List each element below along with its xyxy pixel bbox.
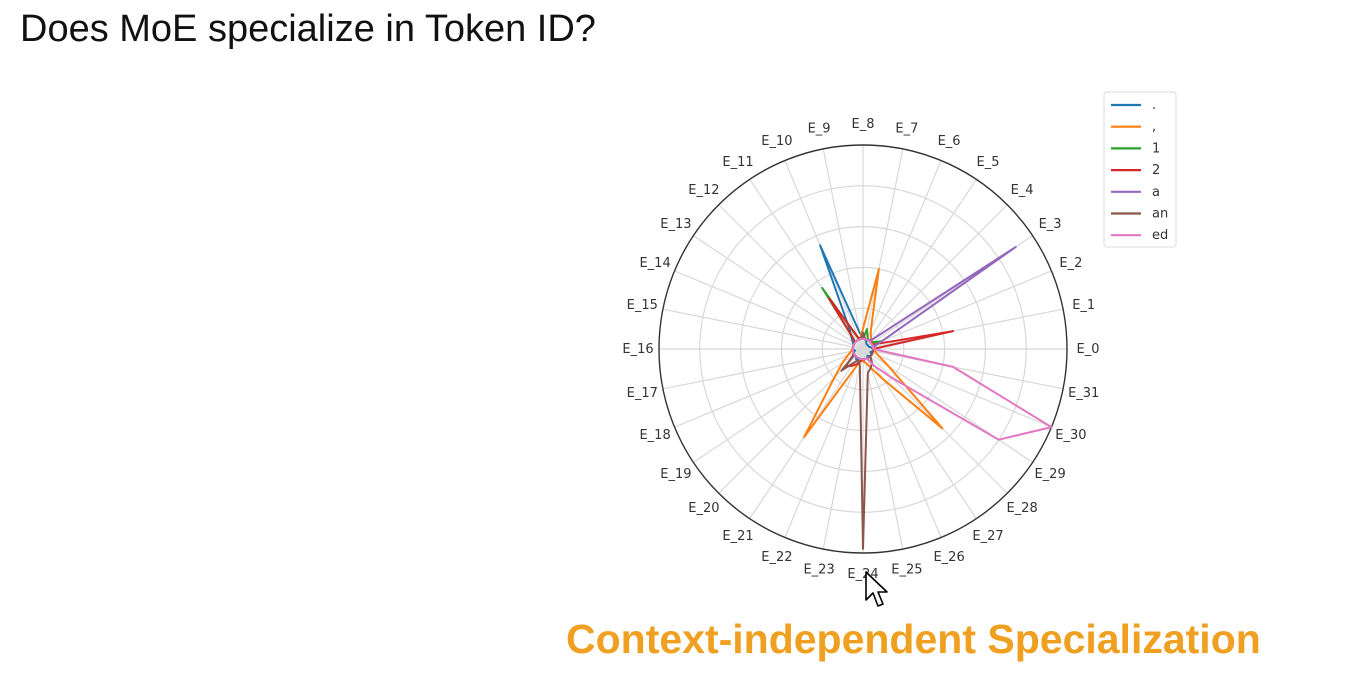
tick-label: E_3 — [1039, 217, 1062, 232]
series-6 — [851, 337, 1053, 441]
legend-label: 1 — [1152, 141, 1160, 156]
tick-label: E_25 — [891, 563, 922, 578]
tick-label: E_26 — [933, 550, 964, 565]
grid-spoke — [862, 348, 1052, 428]
tick-label: E_20 — [688, 501, 719, 516]
grid-spoke — [862, 308, 1064, 350]
tick-label: E_17 — [627, 386, 658, 401]
grid-spoke — [749, 179, 864, 350]
legend-label: an — [1152, 207, 1168, 222]
tick-label: E_12 — [688, 183, 719, 198]
grid-spoke — [693, 235, 864, 350]
tick-label: E_16 — [622, 342, 653, 357]
tick-label: E_28 — [1006, 501, 1037, 516]
grid-spoke — [862, 160, 942, 350]
chart-series — [803, 244, 1053, 550]
tick-label: E_23 — [803, 563, 834, 578]
tick-label: E_29 — [1034, 467, 1065, 482]
tick-label: E_8 — [852, 117, 875, 132]
mouse-pointer-icon — [865, 571, 888, 607]
grid-spoke — [862, 348, 1064, 390]
grid-spoke — [662, 308, 864, 350]
chart-legend: ., 1 2 a an ed — [1103, 91, 1177, 248]
grid-spoke — [718, 348, 864, 494]
grid-spoke — [862, 148, 904, 350]
tick-label: E_9 — [808, 121, 831, 136]
grid-spoke — [674, 348, 864, 428]
tick-label: E_27 — [972, 529, 1003, 544]
tick-label: E_10 — [761, 134, 792, 149]
tick-label: E_14 — [639, 256, 670, 271]
tick-label: E_30 — [1055, 428, 1086, 443]
tick-label: E_6 — [938, 134, 961, 149]
tick-label: E_2 — [1059, 256, 1082, 271]
grid-spoke — [784, 348, 864, 538]
legend-label: . — [1152, 98, 1156, 113]
chart-outer-frame — [658, 144, 1068, 554]
legend-label: ed — [1152, 228, 1168, 243]
tick-label: E_13 — [660, 217, 691, 232]
tick-label: E_19 — [660, 467, 691, 482]
tick-label: E_11 — [722, 155, 753, 170]
tick-label: E_0 — [1077, 342, 1100, 357]
grid-spoke — [862, 179, 977, 350]
grid-spoke — [862, 270, 1052, 350]
tick-label: E_7 — [895, 121, 918, 136]
grid-spoke — [862, 348, 942, 538]
tick-label: E_31 — [1068, 386, 1099, 401]
tick-label: E_5 — [977, 155, 1000, 170]
grid-spoke — [662, 348, 864, 390]
grid-spoke — [822, 348, 864, 550]
legend-label: a — [1152, 185, 1160, 200]
chart-grid — [658, 144, 1068, 554]
grid-spoke — [674, 270, 864, 350]
grid-spoke — [862, 204, 1008, 350]
series-line — [851, 337, 1053, 441]
slide-subtitle: Context-independent Specialization — [566, 616, 1261, 662]
slide-title: Does MoE specialize in Token ID? — [20, 8, 596, 50]
tick-label: E_21 — [722, 529, 753, 544]
tick-label: E_15 — [627, 298, 658, 313]
tick-label: E_22 — [761, 550, 792, 565]
grid-spoke — [862, 348, 904, 550]
legend-label: , — [1152, 120, 1156, 135]
grid-spoke — [718, 204, 864, 350]
grid-spoke — [693, 348, 864, 463]
tick-label: E_1 — [1072, 298, 1095, 313]
tick-label: E_4 — [1011, 183, 1034, 198]
tick-label: E_18 — [639, 428, 670, 443]
chart-tick-labels: E_0E_1E_2E_3E_4E_5E_6E_7E_8E_9E_10E_11E_… — [622, 117, 1099, 582]
grid-spoke — [822, 148, 864, 350]
legend-label: 2 — [1152, 163, 1160, 178]
